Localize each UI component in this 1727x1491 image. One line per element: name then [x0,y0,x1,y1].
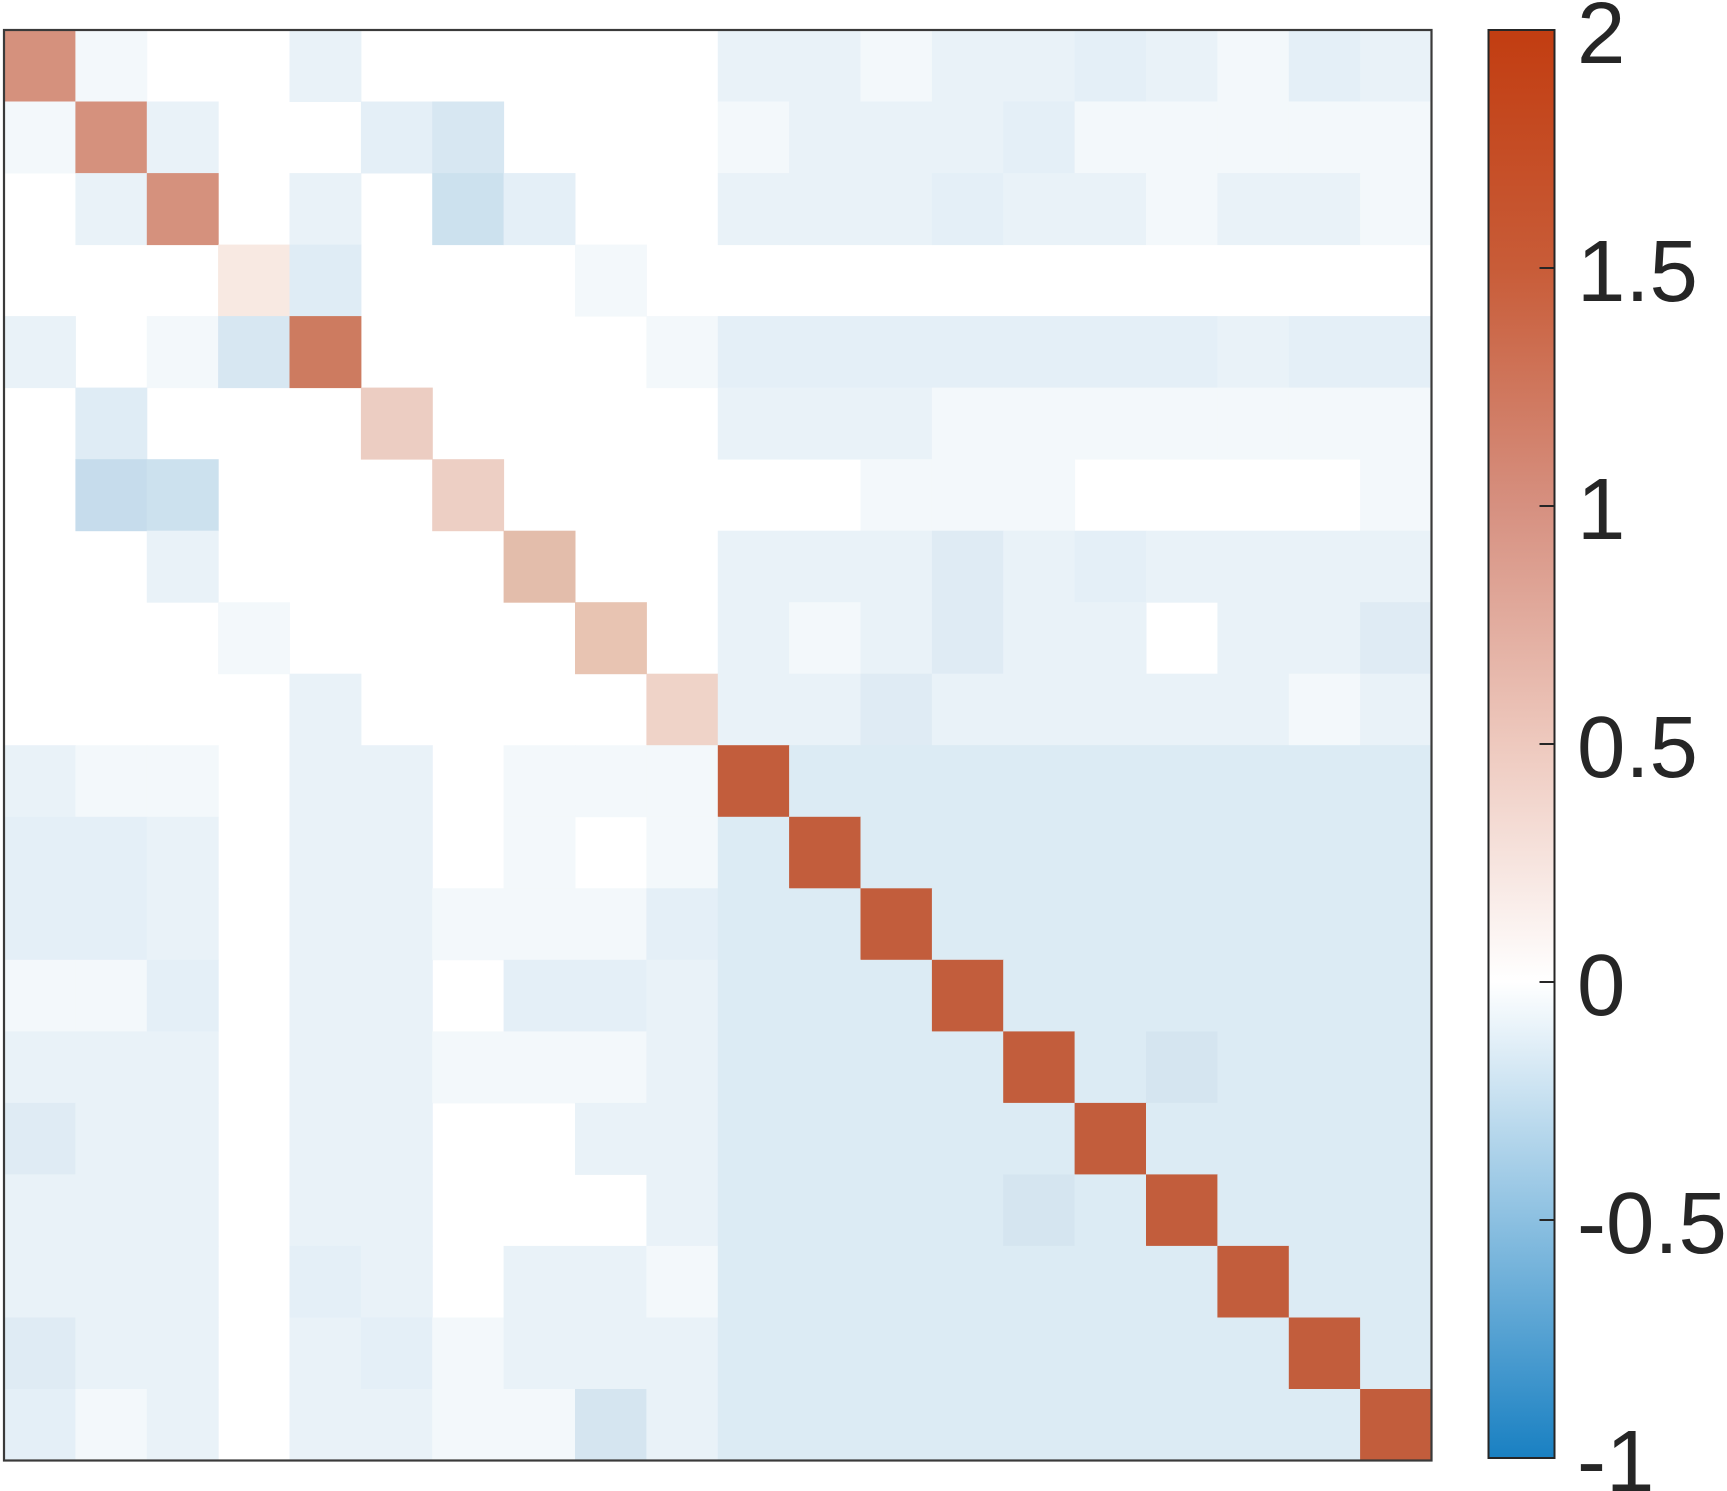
svg-text:1: 1 [1577,461,1625,558]
svg-text:-0.5: -0.5 [1577,1175,1727,1272]
svg-text:0.5: 0.5 [1577,699,1698,796]
svg-text:2: 2 [1577,0,1625,82]
svg-text:1.5: 1.5 [1577,223,1698,320]
svg-text:0: 0 [1577,937,1625,1034]
svg-text:-1: -1 [1577,1413,1654,1491]
